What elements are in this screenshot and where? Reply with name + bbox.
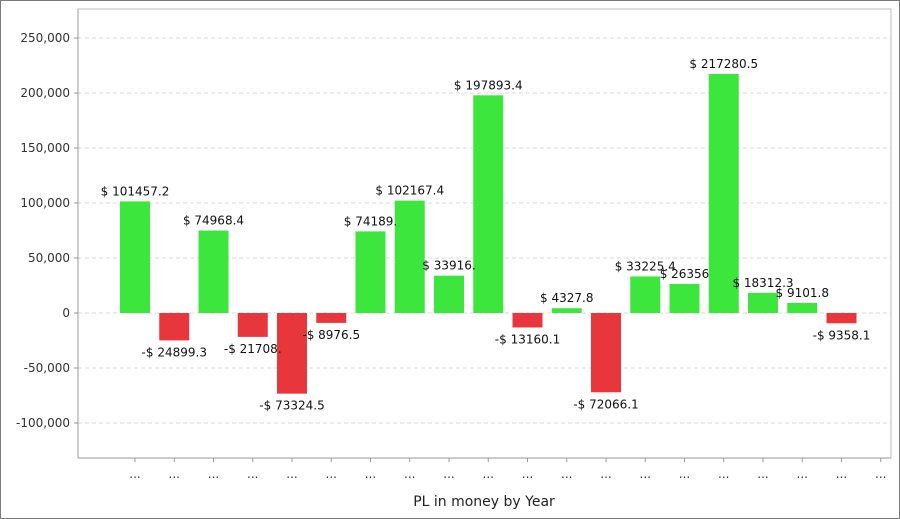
data-label: $ 9101.8 xyxy=(776,286,829,300)
data-label: -$ 13160.1 xyxy=(495,332,560,346)
bar xyxy=(316,313,347,323)
x-tick-label: ... xyxy=(404,467,415,481)
data-label: -$ 24899.3 xyxy=(142,345,207,359)
x-tick-label: ... xyxy=(797,467,808,481)
bar xyxy=(512,313,543,328)
y-axis: -100,000 -50,000 0 50,000 100,000 150,000 200,… xyxy=(16,9,79,458)
bar xyxy=(669,284,700,313)
x-tick-label: ... xyxy=(208,467,219,481)
y-tick-label: 100,000 xyxy=(20,196,70,210)
data-label: $ 101457.2 xyxy=(101,184,170,198)
bars xyxy=(120,73,857,394)
x-tick-label: ... xyxy=(718,467,729,481)
x-tick-label: ... xyxy=(522,467,533,481)
x-axis: ........................................… xyxy=(78,457,891,481)
data-label: $ 197893.4 xyxy=(454,78,523,92)
x-tick-label: ... xyxy=(365,467,376,481)
data-label: $ 33916. xyxy=(422,259,475,273)
x-tick-label: ... xyxy=(600,467,611,481)
bar xyxy=(787,302,818,313)
x-tick-label: ... xyxy=(129,467,140,481)
data-label: -$ 9358.1 xyxy=(813,328,871,342)
y-tick-label: 250,000 xyxy=(20,31,70,45)
data-label: $ 217280.5 xyxy=(689,57,758,71)
x-tick-label: ... xyxy=(757,467,768,481)
bar xyxy=(708,73,739,313)
x-tick-label: ... xyxy=(836,467,847,481)
data-label: -$ 8976.5 xyxy=(302,328,360,342)
x-tick-label: ... xyxy=(679,467,690,481)
bar xyxy=(120,201,150,313)
data-label: $ 74189. xyxy=(344,214,397,228)
x-tick-label: ... xyxy=(286,467,297,481)
data-label: -$ 72066.1 xyxy=(573,397,638,411)
data-label: $ 26356 xyxy=(660,267,710,281)
bar xyxy=(159,313,190,341)
bar xyxy=(355,231,386,313)
x-tick-label: ... xyxy=(443,467,454,481)
bar xyxy=(434,275,464,313)
bar xyxy=(551,308,582,313)
y-tick-label: 0 xyxy=(62,306,70,320)
bar xyxy=(473,95,504,313)
x-tick-label: ... xyxy=(640,467,651,481)
y-tick-label: -50,000 xyxy=(24,361,70,375)
bar xyxy=(826,313,857,324)
data-label: $ 74968.4 xyxy=(183,214,244,228)
x-tick-label: ... xyxy=(326,467,337,481)
data-labels: $ 101457.2 -$ 24899.3 $ 74968.4 -$ 21708. -$… xyxy=(101,57,871,413)
x-tick-label: ... xyxy=(561,467,572,481)
y-tick-label: 150,000 xyxy=(20,141,70,155)
y-tick-label: 200,000 xyxy=(20,86,70,100)
data-label: -$ 73324.5 xyxy=(259,399,324,413)
bar xyxy=(198,230,229,313)
bar xyxy=(591,313,621,393)
y-tick-label: 50,000 xyxy=(28,251,70,265)
data-label: -$ 21708. xyxy=(224,342,282,356)
bar xyxy=(748,292,778,313)
y-tick-label: -100,000 xyxy=(16,416,70,430)
x-tick-label: ... xyxy=(483,467,494,481)
data-label: $ 33225.4 xyxy=(615,259,676,273)
data-label: $ 4327.8 xyxy=(540,291,593,305)
x-tick-label: ... xyxy=(875,467,886,481)
bar xyxy=(394,200,425,313)
bar xyxy=(237,313,268,337)
bar xyxy=(277,313,307,394)
data-label: $ 102167.4 xyxy=(375,184,444,198)
x-axis-title: PL in money by Year xyxy=(413,494,555,510)
data-label: $ 18312.3 xyxy=(732,276,793,290)
x-tick-label: ... xyxy=(247,467,258,481)
x-tick-label: ... xyxy=(169,467,180,481)
bar xyxy=(630,276,661,313)
